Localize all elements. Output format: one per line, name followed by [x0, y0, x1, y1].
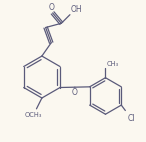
Text: OCH₃: OCH₃	[25, 112, 42, 118]
Text: O: O	[72, 88, 78, 97]
Text: CH₃: CH₃	[106, 61, 118, 67]
Text: Cl: Cl	[127, 114, 135, 123]
Text: O: O	[49, 3, 55, 12]
Text: OH: OH	[71, 5, 82, 14]
